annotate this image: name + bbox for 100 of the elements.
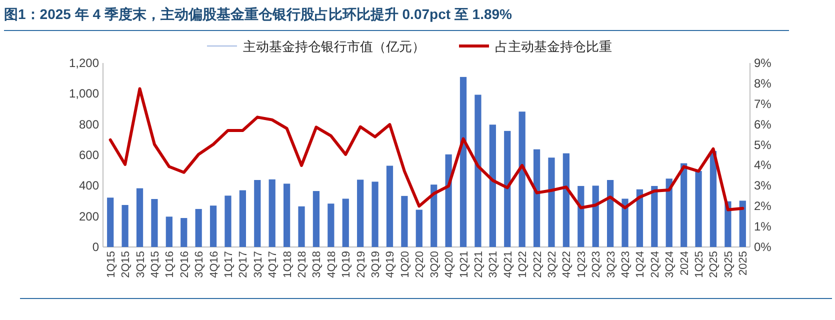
bar — [504, 130, 511, 247]
chart-title: 图1：2025 年 4 季度末，主动偏股基金重仓银行股占比环比提升 0.07pct 至 1.89% — [4, 6, 789, 31]
x-tick-label: 3Q18 — [311, 251, 324, 278]
x-tick-label: 2Q15 — [120, 251, 132, 278]
x-tick-label: 1Q19 — [340, 251, 353, 278]
x-tick-label: 1Q24 — [634, 251, 647, 278]
x-tick-label: 2Q21 — [472, 251, 485, 278]
x-tick-label: 4Q18 — [326, 251, 338, 278]
y2-tick-label: 5% — [754, 138, 772, 152]
bar — [239, 190, 246, 247]
bar — [210, 206, 217, 247]
y2-tick-label: 6% — [754, 117, 772, 132]
x-tick-label: 3Q20 — [428, 251, 441, 278]
bar — [430, 184, 438, 247]
y2-tick-label: 7% — [754, 96, 772, 111]
bar — [372, 182, 378, 247]
bar — [592, 186, 599, 247]
x-tick-label: 2Q22 — [532, 251, 544, 278]
x-tick-label: 2Q20 — [414, 251, 426, 278]
bar — [489, 124, 496, 247]
bar — [386, 166, 394, 247]
x-tick-label: 4Q15 — [149, 251, 162, 278]
x-tick-label: 2Q18 — [296, 251, 309, 278]
bar — [151, 199, 158, 247]
bar — [136, 188, 144, 247]
x-tick-label: 3Q15 — [134, 251, 147, 278]
x-tick-label: 3Q16 — [194, 251, 206, 278]
legend-label: 占主动基金持仓比重 — [495, 39, 612, 54]
bar — [195, 208, 202, 247]
bar — [268, 179, 276, 247]
bar — [474, 94, 482, 247]
bar — [666, 178, 672, 247]
bar — [401, 196, 408, 247]
bar — [548, 158, 555, 247]
bar — [342, 198, 349, 247]
bar — [651, 186, 658, 247]
y-tick-label: 1,200 — [68, 56, 100, 70]
bar — [739, 200, 746, 247]
y-tick-label: 1,000 — [68, 86, 100, 101]
bar — [445, 154, 452, 247]
x-tick-label: 3Q25 — [722, 251, 735, 278]
bar — [224, 196, 232, 247]
x-tick-label: 2Q25 — [708, 251, 720, 278]
y-tick-label: 200 — [78, 209, 100, 224]
x-tick-label: 4Q22 — [561, 251, 574, 278]
x-tick-label: 3Q19 — [370, 251, 382, 278]
x-tick-label: 2Q17 — [238, 251, 250, 278]
bar — [636, 189, 644, 247]
bar — [328, 204, 334, 247]
x-tick-label: 1Q16 — [164, 251, 176, 278]
x-tick-label: 2Q23 — [590, 251, 603, 278]
x-tick-label: 2Q19 — [355, 251, 368, 278]
x-tick-label: 4Q17 — [267, 251, 280, 278]
bar — [562, 153, 570, 247]
x-tick-label: 1Q23 — [576, 251, 588, 278]
x-tick-label: 2025 — [738, 251, 750, 276]
y2-tick-label: 4% — [754, 158, 772, 172]
y2-tick-label: 2% — [754, 199, 772, 214]
bar — [284, 184, 290, 247]
y-tick-label: 600 — [78, 148, 100, 162]
bar — [710, 151, 717, 247]
bar — [166, 216, 172, 247]
x-tick-label: 1Q21 — [458, 251, 470, 278]
bar — [533, 149, 540, 247]
x-tick-label: 1Q17 — [222, 251, 235, 278]
y2-tick-label: 1% — [754, 220, 772, 234]
x-tick-label: 3Q21 — [488, 251, 500, 278]
x-tick-label: 2Q24 — [649, 251, 662, 278]
x-tick-label: 1Q25 — [694, 251, 706, 278]
y-tick-label: 0 — [92, 240, 100, 254]
bar — [180, 218, 188, 247]
bar — [695, 170, 702, 247]
bar — [298, 206, 305, 247]
bar — [416, 210, 422, 247]
x-tick-label: 4Q20 — [444, 251, 456, 278]
legend-label: 主动基金持仓银行市值（亿元） — [243, 39, 425, 54]
x-tick-label: 4Q21 — [502, 251, 514, 278]
x-tick-label: 4Q23 — [620, 251, 632, 278]
x-tick-label: 1Q20 — [399, 251, 412, 278]
bar — [460, 76, 467, 247]
bar — [254, 180, 261, 247]
bar — [107, 198, 114, 247]
bar — [122, 204, 128, 247]
x-tick-label: 3Q23 — [605, 251, 618, 278]
x-tick-label: 4Q16 — [208, 251, 220, 278]
bar — [518, 112, 526, 247]
y2-tick-label: 8% — [754, 76, 772, 90]
y-tick-label: 400 — [78, 178, 100, 193]
bar — [312, 191, 320, 247]
x-tick-label: 1Q22 — [517, 251, 530, 278]
bar — [578, 186, 584, 247]
bar — [357, 180, 364, 247]
y-tick-label: 800 — [78, 117, 100, 132]
bar — [622, 198, 628, 247]
y2-tick-label: 0% — [754, 240, 772, 254]
x-tick-label: 3Q24 — [664, 251, 676, 278]
bar — [607, 180, 614, 247]
x-tick-label: 4Q19 — [384, 251, 397, 278]
x-tick-label: 2024 — [678, 251, 691, 276]
x-tick-label: 1Q15 — [105, 251, 118, 278]
